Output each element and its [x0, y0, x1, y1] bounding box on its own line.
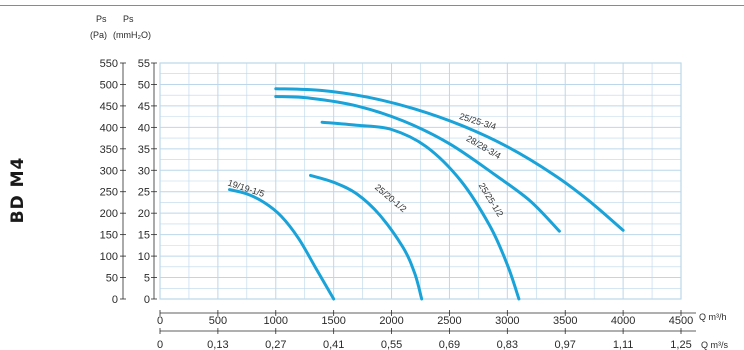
y-tick-label-mm: 35	[138, 144, 150, 156]
x-tick-label-m3h: 3000	[495, 315, 519, 327]
x-tick-label-m3s: 0,97	[555, 339, 576, 350]
y-tick-label-mm: 25	[138, 187, 150, 199]
y-tick-label-pa: 300	[100, 165, 118, 177]
y-tick-label-mm: 5	[144, 273, 150, 285]
curve-25-25-3-4	[274, 87, 625, 232]
y-tick-label-mm: 40	[138, 122, 150, 134]
y-tick-label-mm: 50	[138, 79, 150, 91]
x-tick-label-m3s: 1,25	[670, 339, 691, 350]
y-tick-label-pa: 500	[100, 79, 118, 91]
y-tick-label-mm: 30	[138, 165, 150, 177]
x-unit-m3s: Q m³/s	[701, 340, 728, 350]
x-tick-label-m3s: 0,55	[381, 339, 402, 350]
y-tick-label-mm: 10	[138, 251, 150, 263]
curve-25-20-1-2	[309, 173, 424, 301]
x-tick-label-m3h: 4500	[669, 315, 693, 327]
x-tick-label-m3h: 1500	[321, 315, 345, 327]
y-tick-label-pa: 200	[100, 208, 118, 220]
y-tick-label-mm: 15	[138, 230, 150, 242]
y-tick-label-pa: 450	[100, 101, 118, 113]
x-tick-label-m3h: 1000	[264, 315, 288, 327]
y-tick-label-pa: 550	[100, 58, 118, 70]
x-tick-label-m3s: 0,27	[265, 339, 286, 350]
x-tick-label-m3s: 0,69	[439, 339, 460, 350]
x-tick-label-m3h: 500	[209, 315, 227, 327]
y-tick-label-pa: 50	[106, 273, 118, 285]
x-tick-label-m3h: 3500	[553, 315, 577, 327]
y-tick-label-mm: 0	[144, 294, 150, 306]
y-tick-label-pa: 250	[100, 187, 118, 199]
performance-curves: 19/19-1/5 25/20-1/2 25/25-1/228/28-3/425/2…	[227, 87, 625, 301]
x-tick-label-m3s: 0,83	[497, 339, 518, 350]
y-tick-label-pa: 350	[100, 144, 118, 156]
x-tick-label-m3h: 2000	[379, 315, 403, 327]
x-tick-label-m3s: 0	[157, 339, 163, 350]
y-unit-mm-line1: Ps	[123, 14, 134, 24]
curve-25-25-1-2	[320, 120, 521, 301]
y-tick-label-mm: 55	[138, 58, 150, 70]
y-tick-label-pa: 150	[100, 230, 118, 242]
y-tick-label-pa: 0	[112, 294, 118, 306]
y-tick-label-pa: 100	[100, 251, 118, 263]
y-tick-label-mm: 45	[138, 101, 150, 113]
x-tick-label-m3s: 0,41	[323, 339, 344, 350]
curve-label: 25/20-1/2	[373, 182, 409, 214]
x-tick-label-m3h: 2500	[437, 315, 461, 327]
y-unit-pa-line1: Ps	[96, 14, 107, 24]
curve-28-28-3-4	[274, 95, 561, 233]
x-unit-m3h: Q m³/h	[699, 312, 727, 322]
axes: 5505004504003503002502001501005005550454…	[100, 58, 696, 350]
y-tick-label-pa: 400	[100, 122, 118, 134]
x-tick-label-m3h: 4000	[611, 315, 635, 327]
y-unit-mm-line2: (mmH₂O)	[113, 30, 151, 40]
y-unit-pa-line2: (Pa)	[90, 30, 107, 40]
curve-19-19-1-5	[228, 188, 336, 301]
top-divider	[0, 0, 744, 6]
curve-label: 25/25-3/4	[458, 111, 497, 132]
x-tick-label-m3s: 0,13	[207, 339, 228, 350]
x-tick-label-m3h: 0	[157, 315, 163, 327]
x-tick-label-m3s: 1,11	[613, 339, 634, 350]
y-tick-label-mm: 20	[138, 208, 150, 220]
